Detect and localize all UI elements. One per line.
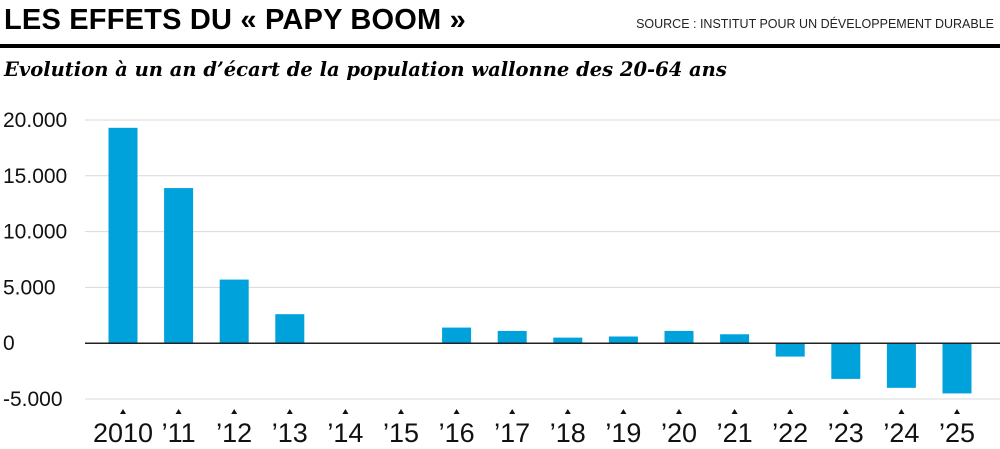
x-tick-mark: [620, 409, 627, 414]
x-tick-label: ’18: [550, 418, 586, 448]
bars: [108, 127, 972, 394]
x-tick-label: ’21: [717, 418, 753, 448]
y-tick-label: 15.000: [3, 165, 67, 188]
x-tick-label: ’17: [494, 418, 530, 448]
x-tick-mark: [453, 409, 460, 414]
bar: [831, 343, 861, 379]
y-tick-label: -5.000: [3, 388, 63, 411]
chart-header-title: LES EFFETS DU « PAPY BOOM »: [4, 4, 466, 36]
bar: [219, 279, 249, 344]
bar: [497, 330, 527, 344]
y-tick-label: 0: [3, 332, 15, 355]
x-tick-mark: [398, 409, 404, 414]
y-tick-label: 5.000: [3, 276, 56, 299]
bar: [942, 343, 972, 394]
x-tick-label: ’25: [939, 418, 975, 448]
x-tick-label: ’15: [383, 418, 419, 448]
bar: [275, 314, 305, 344]
x-axis-tick-labels: 2010 ’11 ’12 ’13 ’14 ’15 ’16 ’17 ’18 ’19 ’20 ’21 ’22…: [93, 409, 975, 448]
bar: [553, 337, 583, 344]
y-axis-tick-labels: 20.000 15.000 10.000 5.000 0 -5.000: [3, 109, 67, 411]
x-tick-mark: [954, 409, 960, 414]
x-tick-label: ’19: [605, 418, 641, 448]
chart-title: Evolution à un an d’écart de la populati…: [4, 58, 727, 81]
x-tick-mark: [898, 409, 905, 414]
source-credit: SOURCE : INSTITUT POUR UN DÉVELOPPEMENT …: [636, 17, 994, 31]
x-tick-mark: [231, 409, 238, 414]
x-tick-label: ’11: [162, 418, 196, 448]
x-tick-label: ’24: [883, 418, 919, 448]
y-tick-label: 20.000: [3, 109, 67, 132]
x-tick-mark: [175, 409, 182, 414]
x-tick-label: ’16: [439, 418, 475, 448]
bar: [164, 188, 194, 344]
bar: [886, 343, 916, 388]
x-tick-mark: [120, 409, 126, 414]
x-tick-mark: [842, 409, 849, 414]
x-tick-mark: [342, 409, 349, 414]
x-tick-label: ’13: [272, 418, 308, 448]
bar: [664, 330, 694, 344]
x-tick-label: ’20: [661, 418, 697, 448]
gridlines: [85, 119, 1000, 400]
x-tick-label: 2010: [93, 418, 153, 448]
x-tick-label: ’23: [828, 418, 864, 448]
x-tick-mark: [676, 409, 682, 414]
bar: [775, 343, 805, 357]
header-divider: [0, 44, 1000, 48]
bar: [608, 336, 638, 344]
x-tick-mark: [731, 409, 738, 414]
y-tick-label: 10.000: [3, 221, 67, 244]
x-tick-mark: [509, 409, 516, 414]
bar: [442, 327, 472, 344]
x-tick-label: ’14: [327, 418, 363, 448]
x-tick-label: ’22: [772, 418, 808, 448]
x-tick-mark: [564, 409, 571, 414]
x-tick-mark: [787, 409, 794, 414]
x-tick-mark: [286, 409, 293, 414]
x-tick-label: ’12: [216, 418, 252, 448]
bar: [720, 334, 750, 344]
bar: [108, 127, 138, 344]
